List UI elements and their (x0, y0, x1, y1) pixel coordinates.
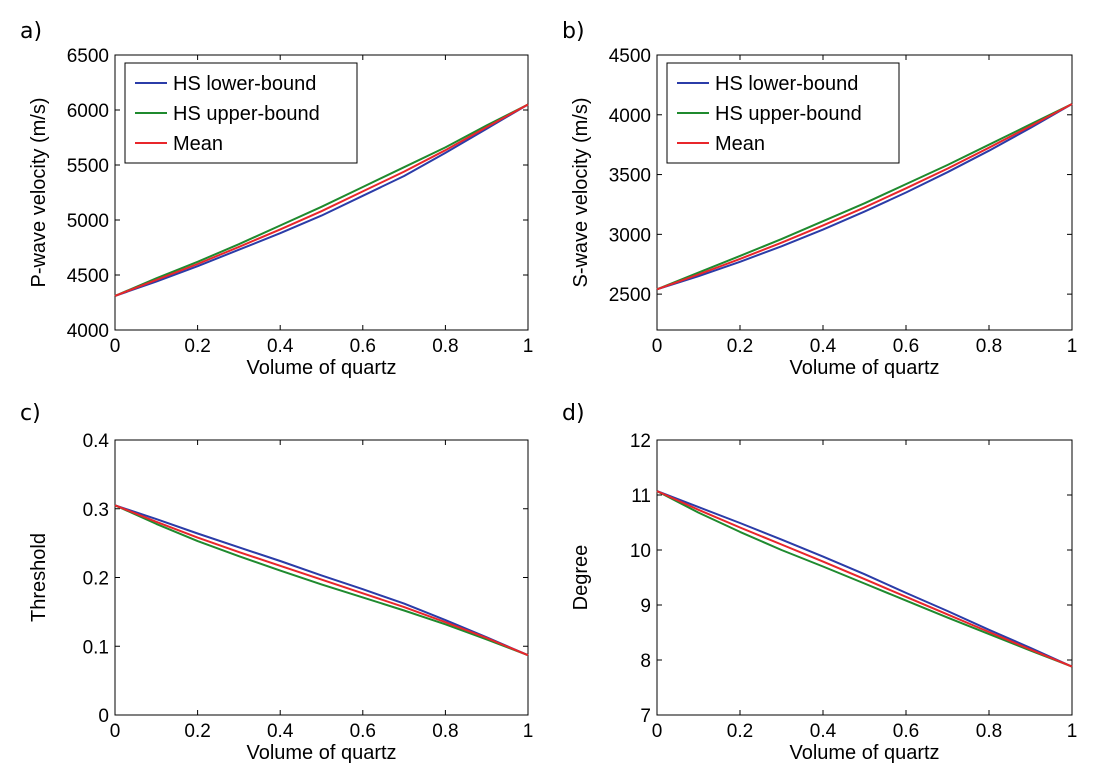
y-axis-label: S-wave velocity (m/s) (570, 97, 592, 287)
series-line-0 (656, 103, 1073, 291)
x-tick-label: 0.6 (893, 336, 919, 357)
series-line-1 (656, 103, 1073, 291)
y-tick-label: 0.4 (83, 431, 110, 452)
y-tick-label: 4000 (609, 106, 651, 127)
y-tick-label: 0.2 (83, 569, 109, 590)
series-line-0 (114, 504, 529, 657)
x-tick-label: 0 (652, 721, 663, 742)
x-tick-label: 0.2 (184, 336, 210, 357)
y-axis-label: Degree (570, 545, 592, 611)
panel-label: c) (20, 401, 41, 426)
panel-label: d) (562, 401, 585, 426)
x-axis-label: Volume of quartz (789, 742, 939, 764)
x-tick-label: 0.4 (810, 721, 837, 742)
y-tick-label: 3000 (609, 225, 651, 246)
x-tick-label: 0.2 (184, 721, 210, 742)
y-tick-label: 9 (640, 596, 651, 617)
y-tick-label: 5500 (67, 156, 109, 177)
series-line-1 (656, 490, 1073, 668)
legend-entry: HS upper-bound (173, 103, 320, 125)
panel-label: b) (562, 19, 585, 44)
y-tick-label: 6000 (67, 101, 109, 122)
x-tick-label: 0.8 (432, 721, 458, 742)
panel-d: d) 0 0.2 0.4 0.6 0.8 1 7 8 9 10 11 12 Volume of quart… (562, 401, 1077, 764)
series-line-2 (114, 103, 529, 297)
x-tick-label: 0.6 (350, 721, 376, 742)
x-tick-label: 1 (523, 336, 534, 357)
legend-entry: Mean (715, 133, 765, 155)
panel-label: a) (20, 19, 42, 44)
legend-entry: HS lower-bound (173, 73, 316, 95)
x-axis-label: Volume of quartz (246, 742, 396, 764)
plot-frame (656, 439, 1073, 716)
series-line-2 (656, 490, 1073, 668)
series-line-1 (114, 103, 529, 297)
legend-entry: HS lower-bound (715, 73, 858, 95)
panel-a: a) 0 0.2 0.4 0.6 0.8 1 4000 4500 5000 5500 6000 6500… (20, 19, 533, 379)
y-axis-label: Threshold (28, 533, 50, 622)
series-line-2 (114, 504, 529, 657)
y-tick-label: 8 (640, 651, 651, 672)
y-axis-label: P-wave velocity (m/s) (28, 97, 50, 287)
x-tick-label: 0.6 (350, 336, 376, 357)
y-tick-label: 4000 (67, 321, 109, 342)
x-tick-label: 0.4 (267, 336, 294, 357)
y-tick-label: 3500 (609, 166, 651, 187)
y-tick-label: 4500 (67, 266, 109, 287)
x-axis-label: Volume of quartz (246, 357, 396, 379)
y-tick-label: 7 (640, 706, 651, 727)
series-line-0 (656, 490, 1073, 668)
y-tick-label: 12 (630, 431, 651, 452)
x-tick-label: 0.2 (727, 336, 753, 357)
y-tick-label: 0 (98, 706, 109, 727)
x-tick-label: 1 (1067, 336, 1078, 357)
x-tick-label: 0.8 (976, 336, 1002, 357)
x-tick-label: 0 (110, 721, 121, 742)
legend-entry: Mean (173, 133, 223, 155)
legend-entry: HS upper-bound (715, 103, 862, 125)
x-tick-label: 0.4 (810, 336, 837, 357)
series-line-1 (114, 504, 529, 657)
x-tick-label: 0.2 (727, 721, 753, 742)
y-tick-label: 10 (630, 541, 651, 562)
y-tick-label: 0.1 (83, 637, 109, 658)
x-tick-label: 0.4 (267, 721, 294, 742)
x-tick-label: 1 (523, 721, 534, 742)
y-tick-label: 6500 (67, 46, 109, 67)
y-tick-label: 4500 (609, 46, 651, 67)
x-axis-label: Volume of quartz (789, 357, 939, 379)
panel-b: b) 0 0.2 0.4 0.6 0.8 1 2500 3000 3500 4000 4500 Volu… (562, 19, 1077, 379)
x-tick-label: 1 (1067, 721, 1078, 742)
x-tick-label: 0.8 (432, 336, 458, 357)
y-tick-label: 5000 (67, 211, 109, 232)
y-tick-label: 2500 (609, 285, 651, 306)
y-tick-label: 11 (631, 486, 651, 507)
x-tick-label: 0.6 (893, 721, 919, 742)
plot-frame (114, 439, 529, 716)
series-line-0 (114, 103, 529, 297)
series-line-2 (656, 103, 1073, 291)
y-tick-label: 0.3 (83, 500, 109, 521)
x-tick-label: 0 (110, 336, 121, 357)
x-tick-label: 0 (652, 336, 663, 357)
x-tick-label: 0.8 (976, 721, 1002, 742)
